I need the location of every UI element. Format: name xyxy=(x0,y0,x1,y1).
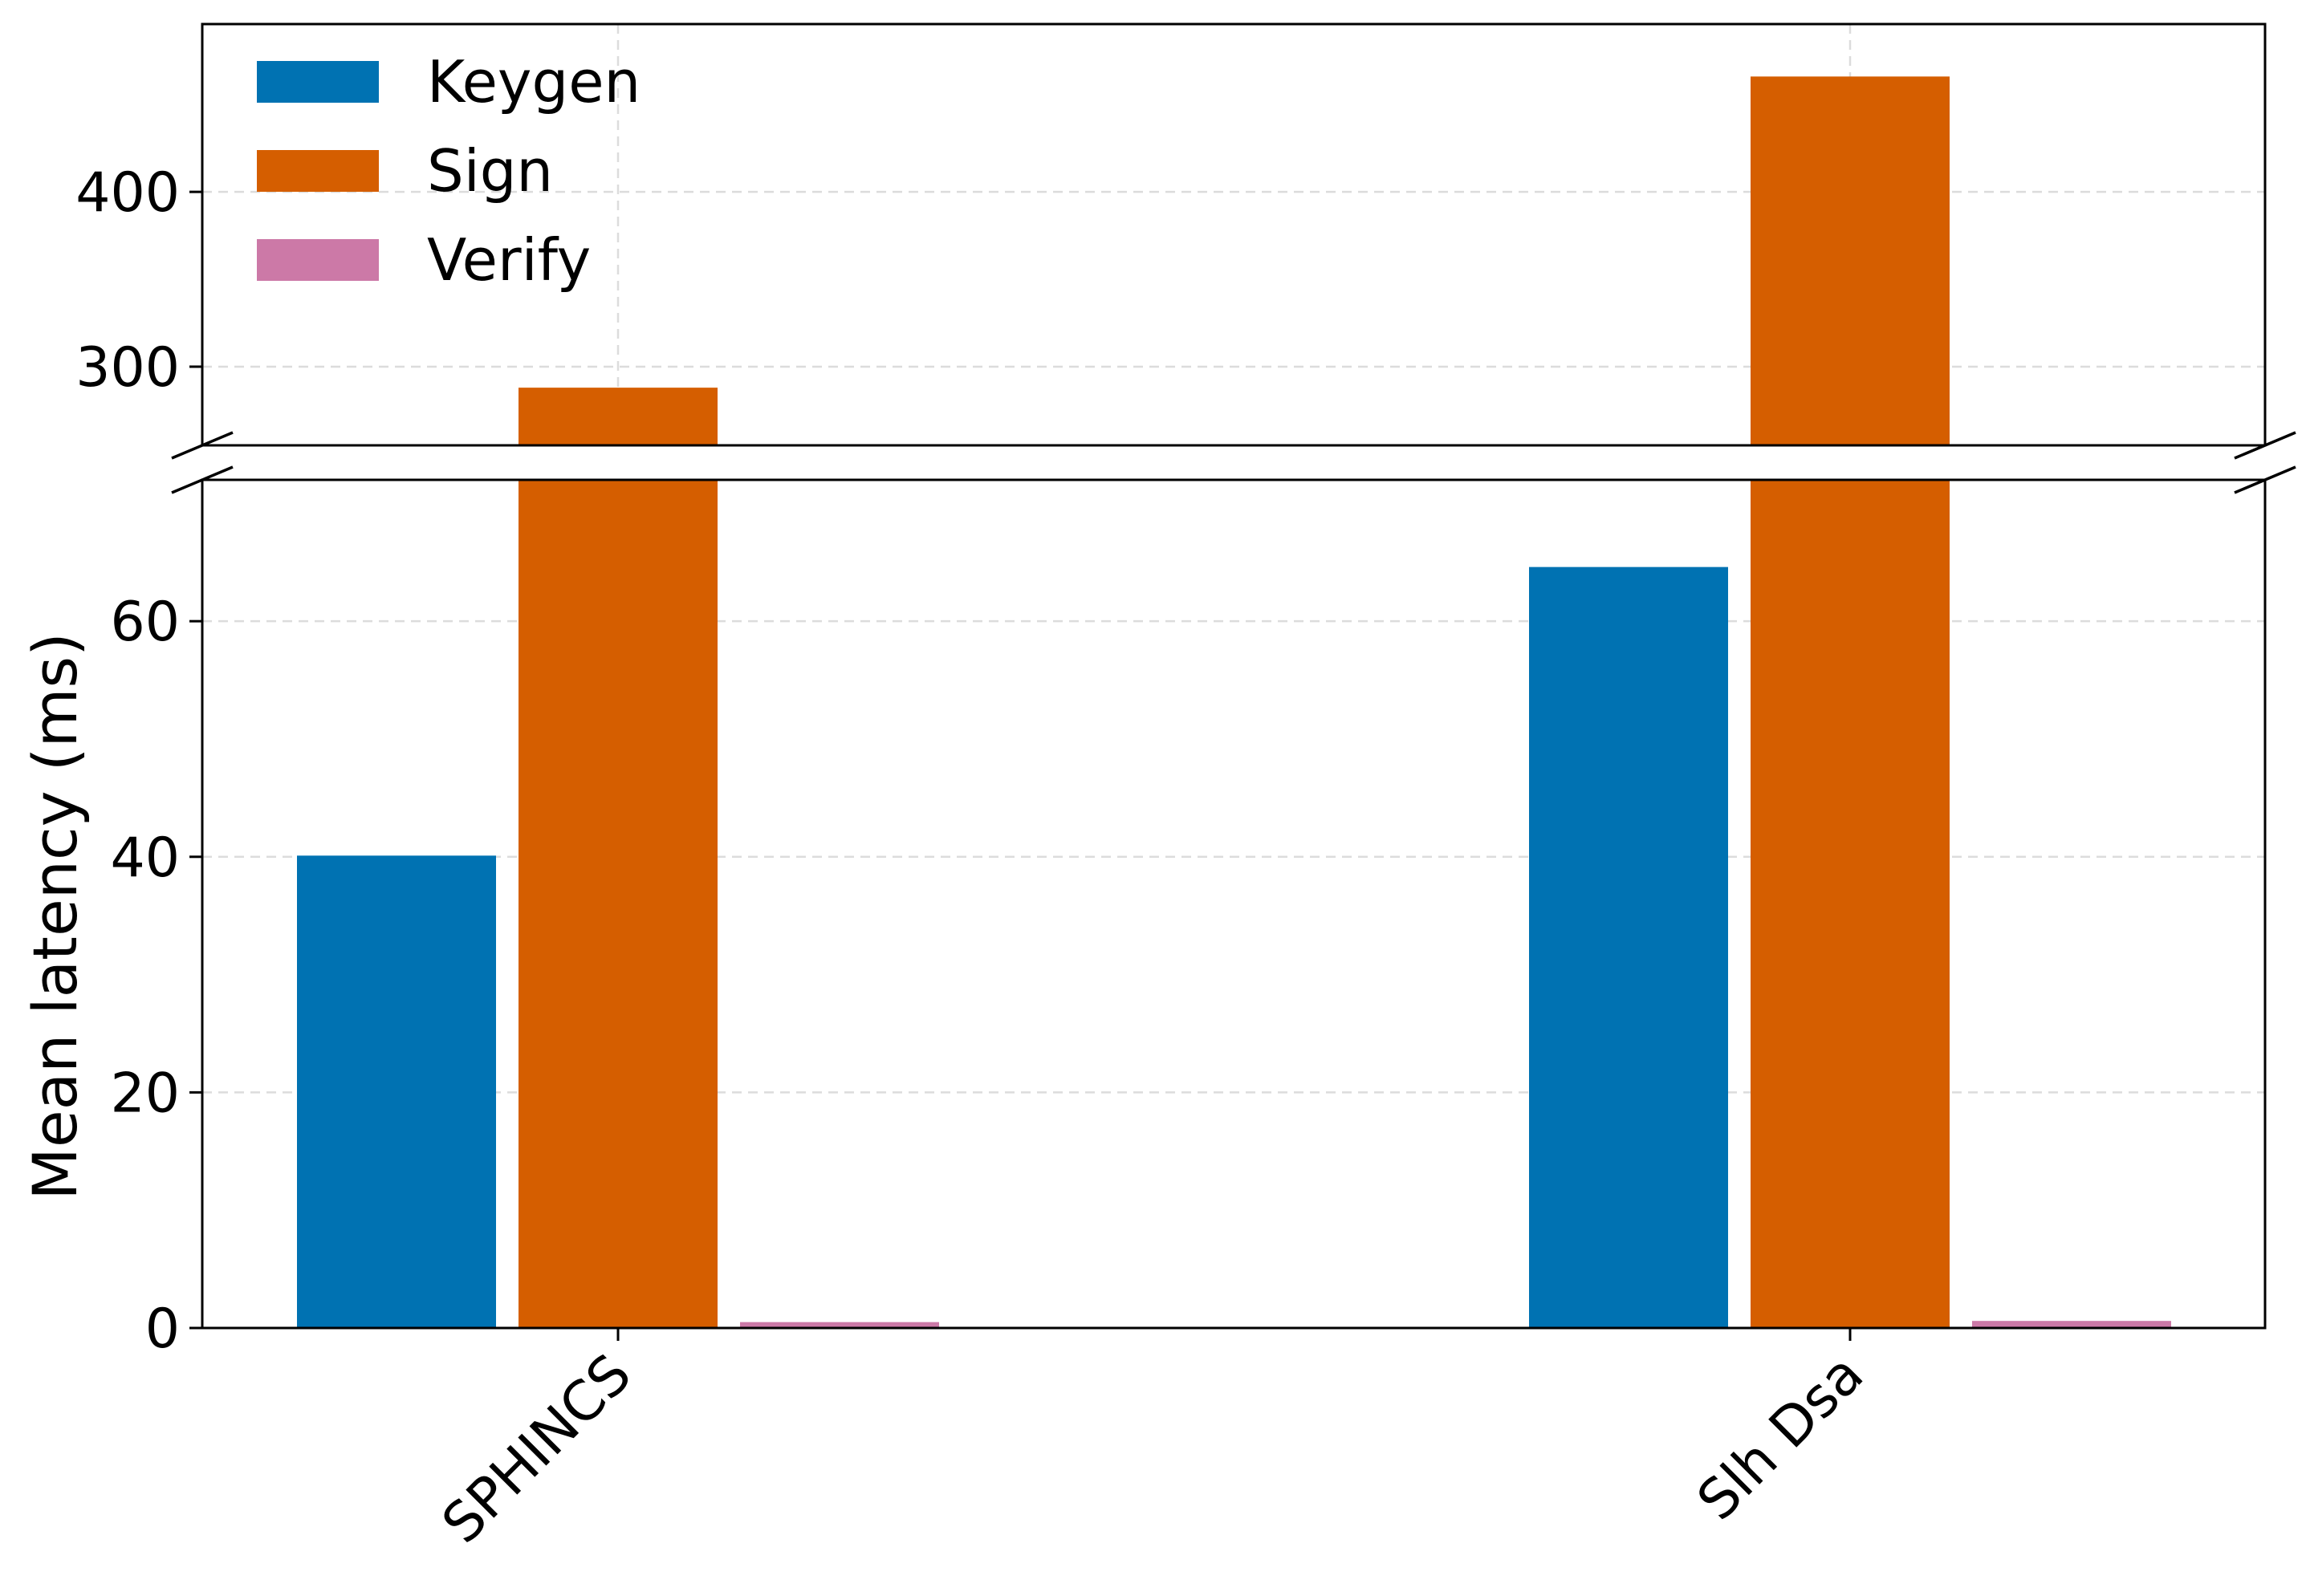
bars xyxy=(297,76,2171,1328)
legend-label: Verify xyxy=(427,226,591,294)
y-tick-label: 0 xyxy=(145,1298,180,1361)
y-tick-label: 300 xyxy=(75,336,180,400)
axis-break-mark xyxy=(2234,465,2296,494)
bar-sign xyxy=(519,480,718,1328)
axis-break-gap xyxy=(193,447,2279,478)
legend-label: Keygen xyxy=(427,48,641,116)
axis-break-marks xyxy=(171,431,2296,494)
legend-swatch-verify xyxy=(257,239,379,281)
y-tick-label: 400 xyxy=(75,161,180,225)
y-tick-label: 60 xyxy=(110,591,180,654)
bar-sign xyxy=(1751,480,1950,1328)
axis-break-mark xyxy=(171,465,234,494)
y-tick-label: 20 xyxy=(110,1062,180,1125)
y-tick-label: 40 xyxy=(110,826,180,890)
x-tick-label: SPHINCS xyxy=(430,1342,644,1556)
legend-swatch-sign xyxy=(257,150,379,192)
legend-swatch-keygen xyxy=(257,61,379,103)
bar-verify xyxy=(1972,1321,2171,1328)
y-axis-label: Mean latency (ms) xyxy=(19,632,91,1200)
bar-keygen xyxy=(297,855,496,1328)
bar-sign-upper xyxy=(1751,76,1950,446)
bar-verify xyxy=(740,1322,939,1328)
axis-break-mark xyxy=(171,431,234,460)
legend-label: Sign xyxy=(427,137,553,205)
grid-lines xyxy=(202,24,2265,1330)
bar-keygen xyxy=(1529,567,1728,1328)
axis-break-mark xyxy=(2234,431,2296,460)
x-tick-label: Slh Dsa xyxy=(1686,1342,1876,1533)
lower-panel-frame xyxy=(201,478,2267,1330)
upper-panel-frame xyxy=(201,22,2267,447)
bar-sign-upper xyxy=(519,388,718,445)
legend: Keygen Sign Verify xyxy=(257,48,641,294)
